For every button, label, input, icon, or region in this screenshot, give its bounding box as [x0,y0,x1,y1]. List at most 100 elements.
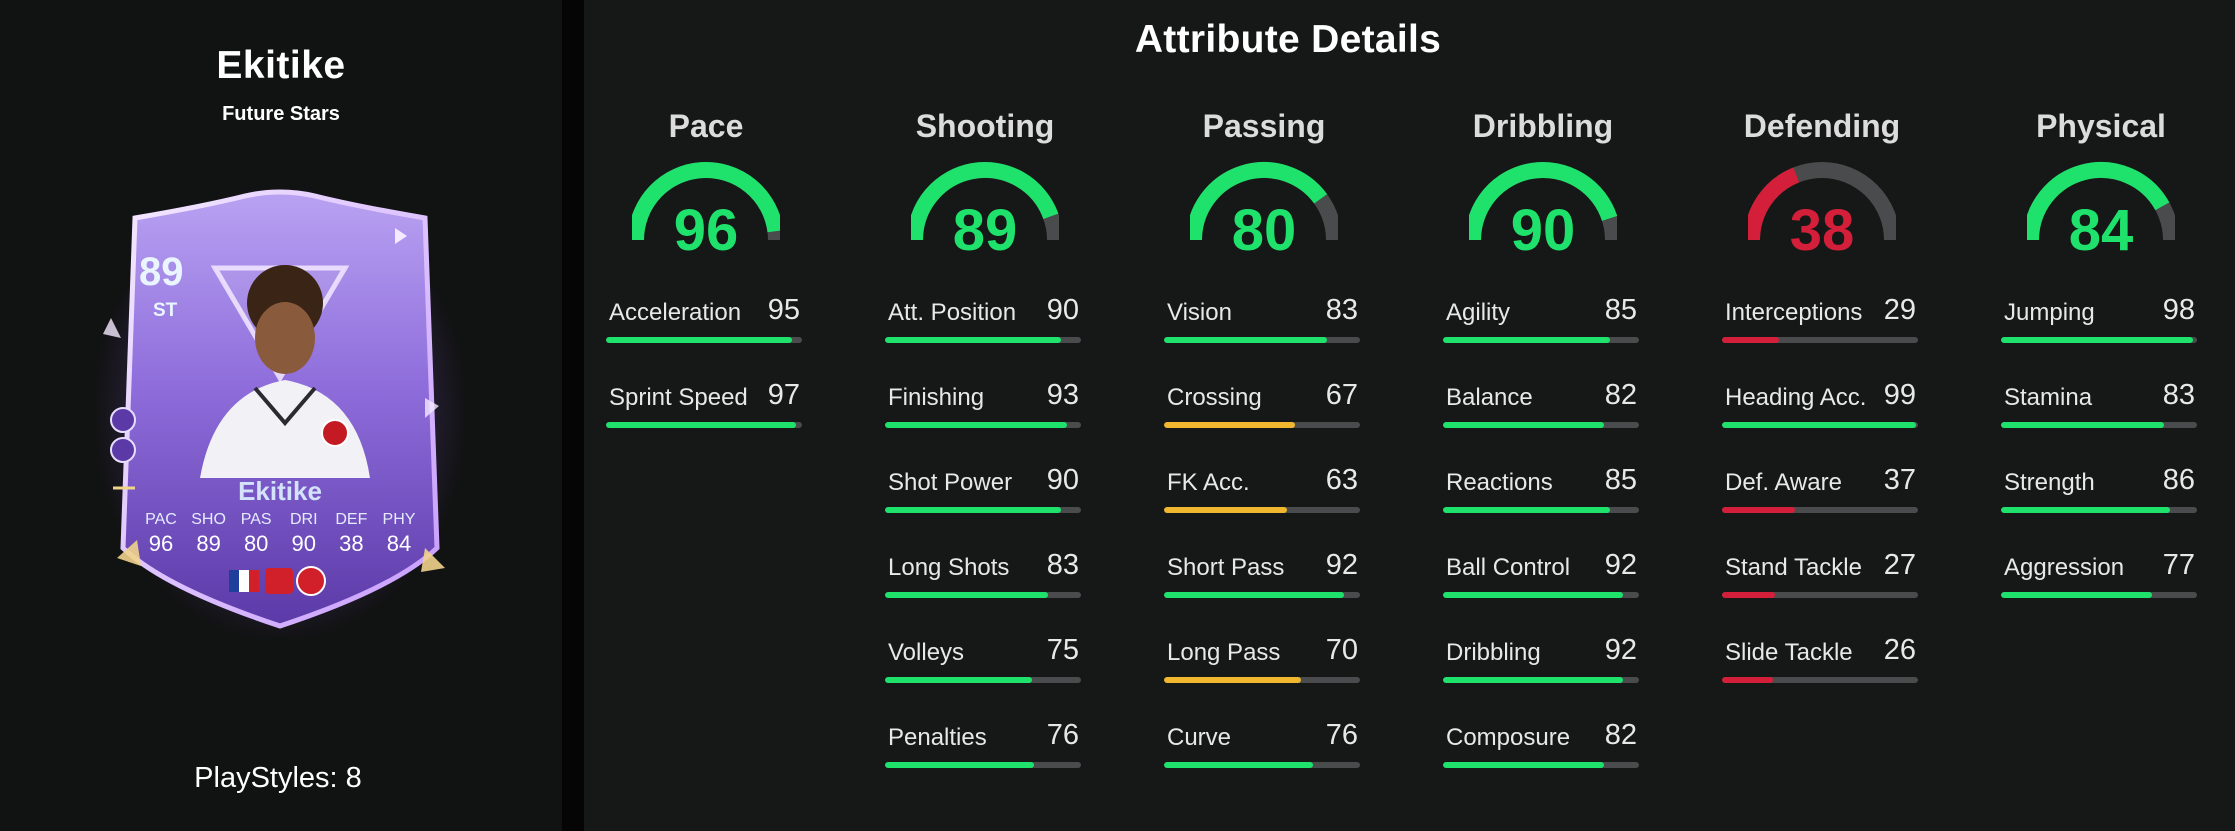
category-name: Pace [668,108,744,144]
player-card[interactable]: 89 ST Ekitike PAC 96 SHO 89 PAS 80 DRI 9… [95,188,465,638]
attribute-value: 83 [2162,379,2195,411]
player-name: Ekitike [216,44,346,87]
attribute-bar-fill [1722,507,1795,513]
attribute-label: Volleys [888,639,965,666]
attribute-value: 83 [1046,549,1079,581]
attribute-bar-fill [1443,762,1604,768]
attribute-bar-fill [1164,422,1296,428]
attribute-label: Dribbling [1446,639,1541,666]
attribute-label: Crossing [1167,384,1262,411]
attribute-row: Agility 85 [1443,294,1643,355]
attribute-value: 85 [1604,464,1637,496]
attribute-value: 92 [1325,549,1358,581]
attribute-label: Interceptions [1725,299,1863,326]
attribute-label: Heading Acc. [1725,384,1867,411]
attribute-bar-track [1164,507,1360,513]
attribute-row: Att. Position 90 [885,294,1085,355]
attribute-label: Slide Tackle [1725,639,1853,666]
attribute-label: FK Acc. [1167,469,1250,496]
attribute-bar-track [885,762,1081,768]
attribute-bar-fill [2001,507,2170,513]
attribute-row: Sprint Speed 97 [606,379,806,440]
attribute-value: 85 [1604,294,1637,326]
attribute-bar-track [606,422,802,428]
attribute-value: 77 [2162,549,2195,581]
attribute-label: Long Pass [1167,639,1281,666]
attribute-value: 83 [1325,294,1358,326]
attribute-value: 99 [1883,379,1916,411]
attribute-bar-fill [1443,337,1610,343]
attribute-value: 86 [2162,464,2195,496]
attribute-value: 27 [1883,549,1916,581]
attribute-bar-track [1722,337,1918,343]
attribute-bar-fill [1443,507,1610,513]
attribute-bar-track [885,592,1081,598]
attribute-row: Stamina 83 [2001,379,2201,440]
gauge-arc [2027,162,2175,241]
card-stat-value: 89 [196,531,221,556]
card-stat: DEF 38 [329,511,373,557]
attribute-bar-fill [1722,677,1773,683]
attribute-value: 26 [1883,634,1916,666]
attribute-row: Strength 86 [2001,464,2201,525]
attribute-value: 82 [1604,719,1637,751]
attribute-value: 93 [1046,379,1079,411]
category-rating: 84 [2068,198,2134,263]
attribute-bar-fill [1443,592,1624,598]
card-stat-label: DEF [335,511,368,528]
attribute-value: 95 [767,294,800,326]
attribute-value: 92 [1604,634,1637,666]
attribute-row: Heading Acc. 99 [1722,379,1922,440]
attribute-label: Short Pass [1167,554,1285,581]
attribute-row: Ball Control 92 [1443,549,1643,610]
attribute-bar-fill [1164,592,1345,598]
attribute-row: Stand Tackle 27 [1722,549,1922,610]
attribute-row: Curve 76 [1164,719,1364,780]
attribute-bar-track [885,422,1081,428]
attribute-label: Reactions [1446,469,1553,496]
attribute-label: Att. Position [888,299,1017,326]
gauge-arc [1190,162,1338,241]
card-stat: PAC 96 [139,511,183,557]
card-stat: PHY 84 [377,511,421,557]
attribute-bar-track [1443,762,1639,768]
attribute-bar-fill [885,677,1032,683]
attribute-bar-fill [885,422,1068,428]
attribute-bar-fill [1722,422,1917,428]
attribute-bar-fill [885,592,1048,598]
attribute-panel [584,0,2235,831]
card-stat-value: 84 [386,531,412,556]
attribute-value: 70 [1325,634,1358,666]
attribute-bar-fill [2001,337,2194,343]
card-player-name: Ekitike [238,476,322,506]
attribute-label: Composure [1446,724,1571,751]
attribute-bar-track [1722,507,1918,513]
attribute-details-title: Attribute Details [1134,18,1442,61]
card-stat: SHO 89 [187,511,231,557]
attribute-bar-fill [885,507,1062,513]
attribute-value: 82 [1604,379,1637,411]
attribute-bar-fill [885,337,1062,343]
attribute-value: 63 [1325,464,1358,496]
playstyles-count[interactable]: PlayStyles: 8 [194,762,362,794]
attribute-bar-fill [1164,762,1313,768]
attribute-bar-track [1164,337,1360,343]
attribute-row: Volleys 75 [885,634,1085,695]
attribute-row: Composure 82 [1443,719,1643,780]
attribute-value: 37 [1883,464,1916,496]
category-name: Shooting [915,108,1055,144]
category-rating: 38 [1789,198,1855,263]
attribute-bar-track [1443,677,1639,683]
attribute-label: Jumping [2004,299,2095,326]
gauge-fill [1469,162,1617,241]
attribute-bar-fill [1722,592,1775,598]
category-rating: 96 [673,198,739,263]
card-version: Future Stars [222,103,340,125]
attribute-row: Acceleration 95 [606,294,806,355]
attribute-bar-fill [1443,677,1624,683]
attribute-row: Jumping 98 [2001,294,2201,355]
gauge-fill [911,162,1059,241]
attribute-bar-track [1164,762,1360,768]
attribute-bar-track [2001,592,2197,598]
category-rating: 90 [1510,198,1576,263]
